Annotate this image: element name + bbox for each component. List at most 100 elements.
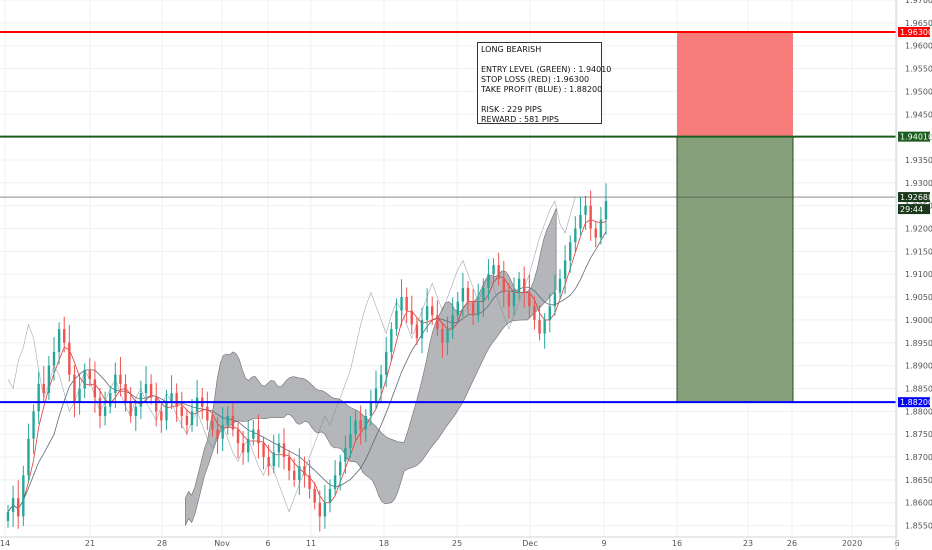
candle-body [405,297,408,311]
y-tick-label: 1.87000 [905,453,932,462]
candle-body [165,402,168,421]
candle-body [262,443,265,458]
candle-body [487,274,490,288]
candle-body [88,370,91,380]
candle-body [267,457,270,467]
candle-body [252,429,255,439]
candle-body [57,329,61,352]
candle-body [206,406,209,421]
candle-body [574,228,577,243]
candle-body [512,292,516,307]
y-tick-label: 1.91500 [905,247,932,256]
candle-body [63,329,66,343]
candle-body [431,306,434,316]
candle-body [124,383,127,403]
x-tick-label: 11 [306,539,316,548]
candle-body [328,489,332,503]
candle-body [318,502,321,517]
candle-body [482,287,485,302]
candle-body [6,511,10,522]
y-tick-label: 1.88000 [905,407,932,416]
candle-body [420,319,424,339]
take-profit-tag: 1.88200 [898,397,932,408]
candle-body [349,434,352,448]
candle-body [517,278,521,293]
current-price-tag-text: 1.92688 [900,193,932,202]
stop-loss-tag-text: 1.96300 [900,28,932,37]
candle-body [390,329,393,352]
current-price-tag-bg [898,192,930,203]
y-tick-label: 1.89000 [905,362,932,371]
candle-body [134,406,137,416]
level-lines [0,30,896,404]
candle-body [558,278,562,293]
candle-body [359,420,362,430]
candle-body [344,447,347,462]
candle-body [93,379,97,398]
candle-body [298,466,301,480]
reward-zone [676,136,794,403]
y-tick-label: 1.96500 [905,19,932,28]
candle-body [492,265,495,275]
candle-body [369,402,373,416]
candle-body [584,205,587,215]
candle-body [68,342,71,375]
y-tick-label: 1.95000 [905,87,932,96]
candle-body [293,470,296,480]
candle-body [216,429,219,439]
candle-body [175,393,178,407]
x-tick-label: 6 [894,539,899,548]
candle-body [441,329,444,343]
annotation-reward: REWARD : 581 PIPS [481,115,559,124]
candle-body [400,297,403,311]
candle-body [374,388,378,403]
candle-body [114,374,117,394]
ichimoku-cloud [185,208,557,526]
candle-body [502,278,505,293]
candle-body [523,278,526,293]
current-price-tag: 1.92688 [898,192,932,203]
y-tick-label: 1.87500 [905,430,932,439]
y-tick-label: 1.97000 [905,0,932,5]
candle-body [415,324,419,339]
candle-body [247,438,250,453]
candle-body [594,228,597,238]
entry-tag-bg [898,131,930,142]
trade-annotation-box[interactable]: LONG BEARISH ENTRY LEVEL (GREEN) : 1.940… [477,42,611,124]
candle-body [497,265,500,279]
position-zones [676,31,794,403]
y-tick-label: 1.90500 [905,293,932,302]
candle-body [236,429,240,444]
candle-body [190,411,194,426]
candle-body [507,292,511,307]
candle-body [22,475,25,517]
candle-body [589,205,592,229]
candle-body [78,388,81,403]
candle-body [211,420,214,430]
candle-body [282,443,286,458]
cloud-area [185,208,557,526]
y-tick-label: 1.86000 [905,499,932,508]
candle-body [308,475,311,490]
price-tags: 1.96300 1.94010 1.92688 29:44 1.88200 [898,26,932,408]
y-tick-label: 1.94500 [905,110,932,119]
x-tick-label: 2020 [842,539,862,548]
y-tick-label: 1.91000 [905,270,932,279]
candle-body [446,329,449,343]
candle-body [543,319,546,334]
candlestick-series [6,183,608,532]
countdown-tag-bg [898,204,930,215]
candle-body [195,397,199,412]
x-tick-label: 9 [601,539,606,548]
y-tick-label: 1.96000 [905,42,932,51]
entry-tag-text: 1.94010 [900,133,932,142]
x-tick-label: Dec [522,539,537,548]
candle-body [226,415,229,426]
x-tick-label: 18 [379,539,389,548]
candle-body [569,242,572,261]
candle-body [395,310,398,330]
candle-body [528,292,531,307]
candle-body [563,260,567,279]
candle-body [180,406,183,416]
